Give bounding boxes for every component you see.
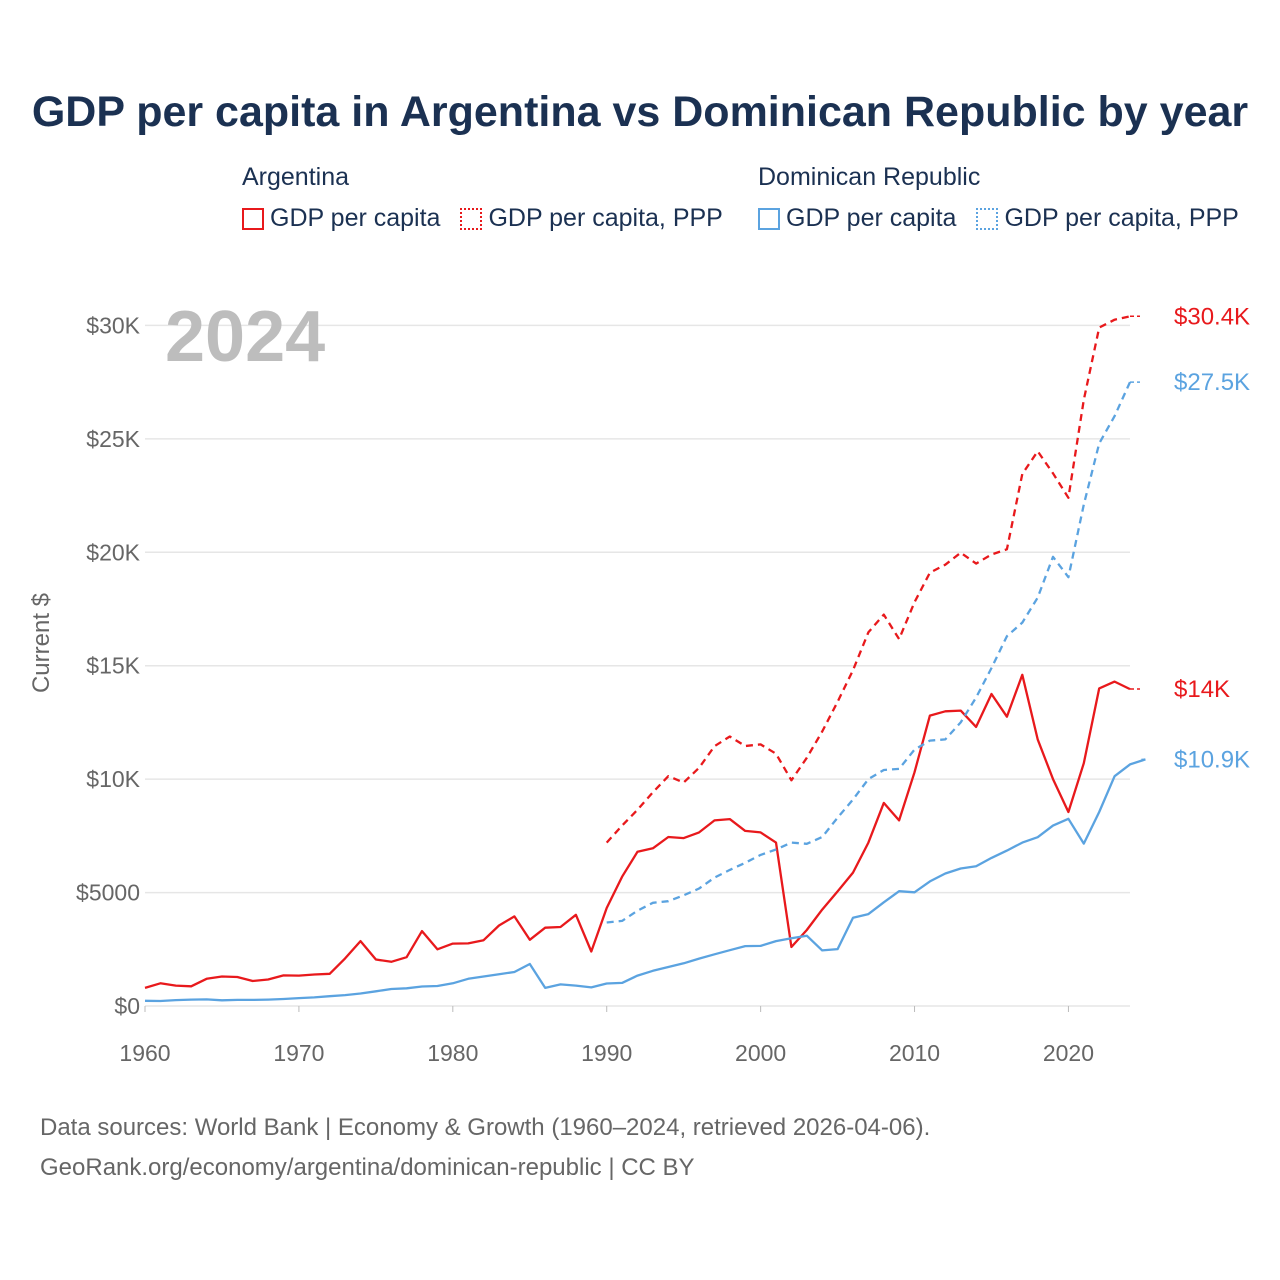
- flag-cross-v: [1153, 745, 1158, 773]
- y-tick-label: $20K: [86, 539, 140, 565]
- flag-q4: [1155, 759, 1169, 773]
- legend-swatch-solid: [242, 207, 264, 230]
- flag-sun: [1152, 313, 1158, 319]
- flag-q3: [1141, 382, 1155, 396]
- flag-q2: [1155, 745, 1169, 759]
- legend-label: GDP per capita, PPP: [488, 204, 723, 232]
- flag-sun: [1152, 686, 1158, 692]
- legend-group-name: Dominican Republic: [758, 163, 981, 191]
- x-tick-label: 2020: [1043, 1040, 1094, 1066]
- footer-source: Data sources: World Bank | Economy & Gro…: [40, 1114, 931, 1141]
- y-tick-label: $15K: [86, 653, 140, 679]
- x-tick-label: 2010: [889, 1040, 940, 1066]
- y-tick-label: $0: [114, 993, 140, 1019]
- flag-q2: [1155, 368, 1169, 382]
- x-tick-label: 1990: [581, 1040, 632, 1066]
- end-value-label: $10.9K: [1174, 746, 1250, 773]
- flag-emblem: [1152, 756, 1159, 763]
- y-tick-label: $10K: [86, 766, 140, 792]
- footer: Data sources: World Bank | Economy & Gro…: [40, 1108, 930, 1188]
- series-line-1: [605, 315, 1131, 844]
- x-tick-label: 1960: [119, 1040, 170, 1066]
- end-label-layer: $14K $30.4K $10.9K $27.5K: [1141, 302, 1250, 773]
- legend-swatch-dotted: [460, 207, 483, 230]
- flag-band-top: [1141, 674, 1169, 684]
- legend-label: GDP per capita, PPP: [1004, 204, 1239, 232]
- grid-layer: [145, 324, 1130, 1007]
- tick-layer: $0 $5000 $10K $15K $20K $25K $30K 1960 1970 1980 1…: [76, 312, 1094, 1066]
- chart-title: GDP per capita in Argentina vs Dominican…: [31, 88, 1249, 136]
- series-line-2: [144, 758, 1146, 1003]
- y-tick-label: $25K: [86, 426, 140, 452]
- flag-q4: [1155, 382, 1169, 396]
- flag-cross-v: [1153, 368, 1158, 396]
- flag-emblem: [1152, 379, 1159, 386]
- end-value-label: $30.4K: [1174, 303, 1250, 330]
- flag-band-top-fill: [1141, 675, 1169, 684]
- footer-link: GeoRank.org/economy/argentina/dominican-…: [40, 1154, 695, 1181]
- legend-item-argentina-gdp-ppp[interactable]: GDP per capita, PPP: [460, 204, 723, 233]
- flag-q3: [1141, 759, 1155, 773]
- dominican-republic-flag-icon: [1141, 368, 1169, 396]
- y-tick-label: $30K: [86, 312, 140, 338]
- flag-cross-h: [1141, 380, 1169, 385]
- end-value-label: $27.5K: [1174, 369, 1250, 396]
- x-tick-label: 1980: [427, 1040, 478, 1066]
- end-value-label: $14K: [1174, 676, 1230, 703]
- legend-group-argentina: Argentina GDP per capita GDP per capita,…: [242, 163, 723, 233]
- legend-swatch-solid: [758, 207, 780, 230]
- flag-base: [1141, 302, 1169, 330]
- legend-label: GDP per capita: [270, 204, 441, 232]
- legend-item-argentina-gdp[interactable]: GDP per capita: [242, 204, 440, 233]
- flag-ring: [1141, 675, 1169, 703]
- legend-item-dominican-gdp[interactable]: GDP per capita: [758, 204, 956, 233]
- y-tick-label: $5000: [76, 880, 140, 906]
- series-layer: [144, 315, 1146, 1003]
- x-tick-label: 2000: [735, 1040, 786, 1066]
- flag-base: [1141, 675, 1169, 703]
- flag-band-bottom: [1141, 321, 1169, 330]
- flag-band-bottom: [1141, 694, 1169, 703]
- legend-group-name: Argentina: [242, 163, 350, 191]
- series-line-0: [144, 673, 1131, 990]
- flag-band-top-fill: [1141, 302, 1169, 311]
- legend-item-dominican-gdp-ppp[interactable]: GDP per capita, PPP: [976, 204, 1239, 233]
- legend-label: GDP per capita: [786, 204, 957, 232]
- argentina-flag-icon: [1141, 674, 1169, 703]
- argentina-flag-icon: [1141, 302, 1169, 331]
- x-tick-label: 1970: [273, 1040, 324, 1066]
- flag-q1: [1141, 368, 1155, 382]
- legend-swatch-dotted: [976, 207, 999, 230]
- year-watermark: 2024: [165, 297, 326, 377]
- flag-band-top: [1141, 302, 1169, 312]
- flag-q1: [1141, 745, 1155, 759]
- legend-group-dominican-republic: Dominican Republic GDP per capita GDP pe…: [758, 163, 1239, 233]
- flag-ring: [1141, 302, 1169, 330]
